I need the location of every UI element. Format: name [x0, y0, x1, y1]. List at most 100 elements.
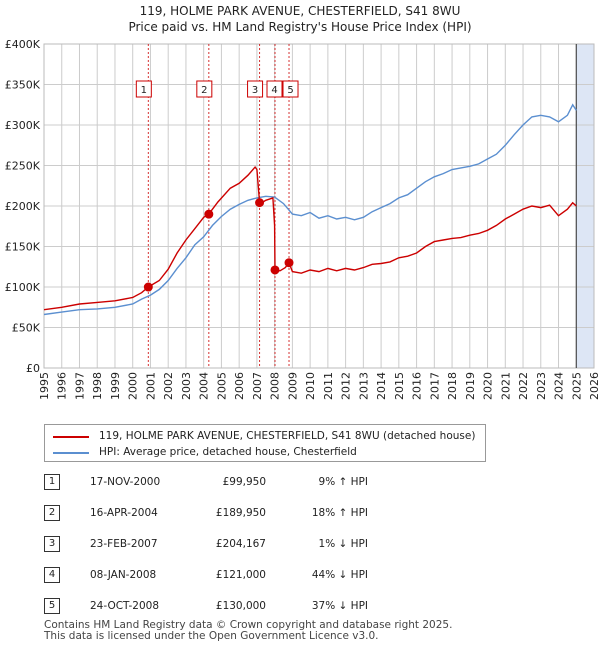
transaction-price: £99,950: [222, 476, 266, 488]
x-tick-label: 2002: [162, 372, 175, 400]
hpi-line: [43, 103, 577, 316]
footer-copyright: Contains HM Land Registry data © Crown c…: [44, 619, 453, 631]
transaction-row: 4 08-JAN-2008 £121,000 44% ↓ HPI: [0, 565, 600, 585]
transaction-row: 1 17-NOV-2000 £99,950 9% ↑ HPI: [0, 472, 600, 492]
sale-label-number: 5: [287, 85, 293, 96]
x-tick-label: 2023: [535, 372, 548, 400]
x-tick-label: 2005: [215, 372, 228, 400]
sale-label-box: 5: [282, 80, 299, 98]
chart-title: 119, HOLME PARK AVENUE, CHESTERFIELD, S4…: [139, 4, 461, 18]
sale-label-rect: [247, 80, 264, 98]
footer-licence: This data is licensed under the Open Gov…: [44, 630, 379, 642]
x-tick-label: 2011: [322, 372, 335, 400]
transaction-number: 4: [44, 567, 60, 583]
chart-subtitle: Price paid vs. HM Land Registry's House …: [128, 20, 472, 34]
transaction-number: 2: [44, 505, 60, 521]
y-tick-label: £400K: [5, 38, 41, 51]
y-tick-label: £150K: [5, 241, 41, 254]
x-tick-label: 2006: [233, 372, 246, 400]
x-tick-label: 2018: [446, 372, 459, 400]
price-chart: £0 £50K £100K £150K £200K £250K £300K £350K £400…: [5, 38, 600, 400]
x-tick-label: 2022: [517, 372, 530, 400]
x-tick-label: 2007: [251, 372, 264, 400]
x-tick-label: 2004: [198, 372, 211, 400]
y-tick-label: £0: [26, 362, 40, 375]
x-tick-label: 2016: [411, 372, 424, 400]
y-tick-label: £50K: [12, 322, 41, 335]
x-tick-label: 2008: [269, 372, 282, 400]
x-tick-label: 2019: [464, 372, 477, 400]
transaction-number: 3: [44, 536, 60, 552]
x-tick-label: 2001: [144, 372, 157, 400]
x-tick-label: 2025: [570, 372, 583, 400]
x-tick-label: 2000: [127, 372, 140, 400]
sale-label-box: 1: [135, 80, 152, 98]
y-tick-label: £250K: [5, 160, 41, 173]
transaction-price: £130,000: [215, 600, 266, 612]
transaction-date: 16-APR-2004: [90, 507, 158, 519]
property-price-line: [43, 165, 577, 311]
x-tick-label: 2015: [393, 372, 406, 400]
transaction-date: 08-JAN-2008: [90, 569, 157, 581]
transaction-date: 17-NOV-2000: [90, 476, 161, 488]
transaction-row: 5 24-OCT-2008 £130,000 37% ↓ HPI: [0, 596, 600, 616]
transaction-price: £204,167: [215, 538, 266, 550]
sale-label-number: 4: [271, 85, 277, 96]
footer: Contains HM Land Registry data © Crown c…: [44, 620, 452, 642]
x-tick-label: 1998: [91, 372, 104, 400]
transaction-price: £121,000: [215, 569, 266, 581]
transaction-row: 2 16-APR-2004 £189,950 18% ↑ HPI: [0, 503, 600, 523]
sale-label-box: 3: [247, 80, 264, 98]
sale-label-rect: [135, 80, 152, 98]
x-tick-label: 1995: [38, 372, 51, 400]
y-tick-label: £200K: [5, 200, 41, 213]
transaction-date: 24-OCT-2008: [90, 600, 159, 612]
x-tick-label: 2014: [375, 372, 388, 400]
transaction-price: £189,950: [215, 507, 266, 519]
sale-label-number: 1: [141, 85, 147, 96]
transaction-hpi-diff: 1% ↓ HPI: [318, 538, 368, 550]
sale-point: [284, 258, 294, 268]
transaction-number: 5: [44, 598, 60, 614]
transaction-date: 23-FEB-2007: [90, 538, 158, 550]
transaction-hpi-diff: 18% ↑ HPI: [311, 507, 368, 519]
legend-swatch-property: [53, 436, 89, 438]
x-tick-label: 2021: [499, 372, 512, 400]
transaction-row: 3 23-FEB-2007 £204,167 1% ↓ HPI: [0, 534, 600, 554]
sale-point: [204, 209, 214, 219]
x-tick-label: 1997: [73, 372, 86, 400]
legend-swatch-hpi: [53, 452, 89, 454]
x-tick-label: 2012: [340, 372, 353, 400]
legend-label-hpi: HPI: Average price, detached house, Ches…: [99, 446, 357, 458]
x-tick-label: 2026: [588, 372, 600, 400]
sale-label-rect: [282, 80, 299, 98]
sale-point: [255, 198, 265, 208]
sale-label-number: 2: [201, 85, 207, 96]
chart-legend: 119, HOLME PARK AVENUE, CHESTERFIELD, S4…: [44, 424, 486, 462]
sale-label-box: 4: [266, 80, 283, 98]
x-tick-label: 2020: [482, 372, 495, 400]
legend-label-property: 119, HOLME PARK AVENUE, CHESTERFIELD, S4…: [99, 430, 476, 442]
plot-border: [43, 43, 595, 369]
x-tick-label: 2009: [286, 372, 299, 400]
sale-label-box: 2: [196, 80, 213, 98]
x-tick-label: 2017: [428, 372, 441, 400]
sale-label-rect: [266, 80, 283, 98]
sale-point: [270, 265, 280, 275]
x-tick-label: 2013: [357, 372, 370, 400]
x-tick-label: 1996: [56, 372, 69, 400]
x-tick-label: 1999: [109, 372, 122, 400]
transaction-hpi-diff: 37% ↓ HPI: [311, 600, 368, 612]
transaction-hpi-diff: 44% ↓ HPI: [311, 569, 368, 581]
y-tick-label: £100K: [5, 281, 41, 294]
transaction-hpi-diff: 9% ↑ HPI: [318, 476, 368, 488]
transaction-number: 1: [44, 474, 60, 490]
sale-label-number: 3: [252, 85, 258, 96]
x-tick-label: 2010: [304, 372, 317, 400]
x-tick-label: 2003: [180, 372, 193, 400]
x-tick-label: 2024: [553, 372, 566, 400]
y-tick-label: £300K: [5, 119, 41, 132]
sale-label-rect: [196, 80, 213, 98]
sale-point: [143, 282, 153, 292]
y-tick-label: £350K: [5, 79, 41, 92]
